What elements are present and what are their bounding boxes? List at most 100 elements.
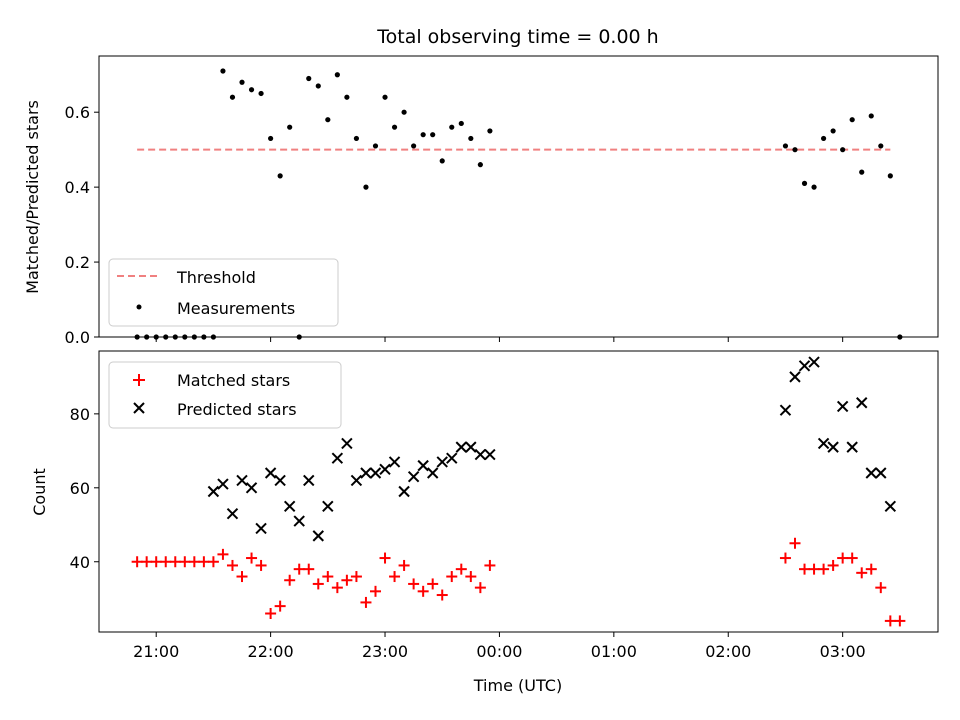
predicted-star-point xyxy=(426,467,439,479)
matched-star-point xyxy=(875,582,887,594)
matched-star-point xyxy=(141,556,153,568)
measurement-point xyxy=(372,143,379,149)
predicted-star-point xyxy=(226,507,239,520)
matched-star-point xyxy=(255,559,267,571)
predicted-star-point xyxy=(293,515,305,527)
predicted-star-point xyxy=(884,500,897,512)
matched-star-point xyxy=(465,571,477,583)
predicted-star-point xyxy=(446,452,458,464)
measurement-point xyxy=(344,94,350,100)
matched-star-point xyxy=(799,563,811,575)
predicted-star-point xyxy=(474,448,487,461)
matched-star-point xyxy=(179,556,191,568)
top-marks xyxy=(134,68,903,340)
predicted-star-point xyxy=(846,441,858,453)
bottom-y-tick-label: 40 xyxy=(70,553,90,572)
matched-star-point xyxy=(217,548,229,560)
matched-star-point xyxy=(427,578,439,590)
top-y-ticks: 0.0 0.2 0.4 0.6 xyxy=(65,103,99,347)
predicted-star-point xyxy=(341,437,353,450)
predicted-star-point xyxy=(264,467,277,479)
top-panel: 0.0 0.2 0.4 0.6 Matched/Predicted stars Thr… xyxy=(23,55,939,347)
matched-star-point xyxy=(293,563,305,575)
matched-star-point xyxy=(207,556,219,568)
predicted-star-point xyxy=(875,467,887,479)
measurement-point xyxy=(487,128,493,134)
matched-star-point xyxy=(484,559,496,571)
measurement-point xyxy=(325,117,331,123)
predicted-star-point xyxy=(856,397,868,409)
matched-star-point xyxy=(160,556,172,568)
matched-star-point xyxy=(274,600,286,612)
measurement-point xyxy=(820,135,827,142)
matched-star-point xyxy=(827,559,839,571)
bottom-y-tick-label: 80 xyxy=(70,405,90,424)
matched-star-point xyxy=(398,559,410,571)
measurement-point xyxy=(792,147,798,153)
matched-star-point xyxy=(408,578,420,590)
measurement-point xyxy=(315,83,321,89)
matched-star-point xyxy=(341,574,353,586)
top-y-tick-label: 0.4 xyxy=(65,178,90,197)
top-y-tick-label: 0.6 xyxy=(65,103,90,122)
matched-star-point xyxy=(865,563,877,575)
predicted-star-point xyxy=(379,463,391,476)
measurement-point xyxy=(801,180,808,186)
matched-star-point xyxy=(837,552,849,564)
measurement-point xyxy=(239,79,245,85)
predicted-star-point xyxy=(331,452,344,464)
measurement-point xyxy=(811,184,817,190)
matched-star-point xyxy=(417,585,429,597)
measurement-point xyxy=(458,120,464,127)
threshold-legend-label: Threshold xyxy=(176,268,256,287)
predicted-star-point xyxy=(779,404,792,416)
matched-star-point xyxy=(188,556,200,568)
measurement-point xyxy=(878,143,884,149)
matched-star-point xyxy=(303,563,315,575)
predicted-star-point xyxy=(283,500,296,512)
bottom-x-ticks: 21:00 22:00 23:00 00:00 01:00 02:00 03:00 xyxy=(133,632,866,661)
measurement-point xyxy=(449,124,455,130)
top-legend: Threshold Measurements xyxy=(108,258,339,327)
predicted-star-point xyxy=(436,456,448,468)
top-axes-frame xyxy=(98,55,939,338)
x-tick-label: 02:00 xyxy=(705,642,751,661)
matched-star-point xyxy=(884,615,896,627)
measurement-point xyxy=(401,109,407,115)
measurement-point xyxy=(334,72,340,78)
matched-star-point xyxy=(894,615,906,627)
bottom-y-tick-label: 60 xyxy=(70,479,90,498)
x-tick-label: 21:00 xyxy=(133,642,179,661)
measurement-point xyxy=(258,90,264,97)
measurement-point xyxy=(287,124,293,130)
predicted-star-point xyxy=(465,441,477,453)
matched-star-point xyxy=(360,596,372,608)
matched-star-point xyxy=(446,571,458,583)
chart-title: Total observing time = 0.00 h xyxy=(376,26,658,48)
matched-star-point xyxy=(169,556,181,568)
matched-star-point xyxy=(322,571,334,583)
matched-star-point xyxy=(226,559,238,571)
top-y-tick-label: 0.0 xyxy=(65,328,90,347)
measurement-point xyxy=(859,169,865,175)
predicted-star-point xyxy=(217,478,229,490)
top-x-ticks xyxy=(155,337,844,342)
matched-star-point xyxy=(131,556,143,568)
predicted-star-point xyxy=(322,500,334,512)
matched-star-point xyxy=(436,589,448,601)
predicted-star-point xyxy=(789,371,801,383)
x-tick-label: 03:00 xyxy=(820,642,866,661)
matched-star-point xyxy=(331,582,343,594)
predicted-star-point xyxy=(836,400,849,413)
measurements-legend-label: Measurements xyxy=(177,299,295,318)
measurement-point xyxy=(248,87,255,93)
predicted-star-point xyxy=(827,441,839,453)
bottom-y-axis-label: Count xyxy=(30,468,49,516)
bottom-legend-box xyxy=(108,361,342,429)
matched-legend-swatch xyxy=(133,374,145,386)
measurement-point xyxy=(353,135,360,142)
matched-star-point xyxy=(284,574,296,586)
top-legend-box xyxy=(108,258,339,327)
measurement-point xyxy=(391,124,398,130)
